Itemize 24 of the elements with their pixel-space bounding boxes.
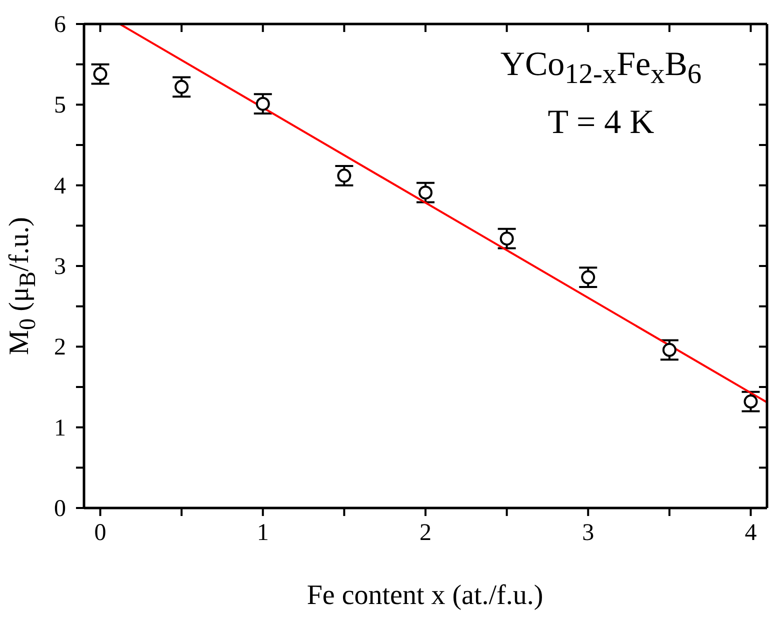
annotation: YCo$_{12-x}$Fe$_{x}$B$_{6}$	[499, 46, 703, 91]
y-tick-label: 2	[54, 334, 66, 361]
y-tick-label: 5	[54, 92, 66, 119]
y-tick-label: 6	[54, 12, 66, 38]
annotation: T = 4 K	[546, 104, 656, 142]
x-tick-label: 4	[744, 520, 757, 546]
y-tick-label: 0	[54, 496, 66, 522]
point	[744, 394, 758, 409]
point	[581, 270, 596, 284]
point	[418, 186, 432, 200]
point	[93, 67, 108, 82]
point	[337, 168, 352, 183]
point	[256, 96, 270, 111]
y-tick-label: 4	[54, 173, 66, 200]
point	[662, 342, 676, 357]
point	[500, 232, 514, 246]
x-tick-label: 1	[256, 520, 269, 546]
x-tick-label: 3	[582, 520, 594, 546]
y-tick-label: 1	[54, 415, 66, 442]
x-tick-label: 0	[94, 520, 106, 546]
y-tick-label: 3	[54, 254, 66, 280]
x-tick-label: 2	[420, 520, 432, 546]
point	[174, 80, 189, 94]
x-axis-title: Fe content x (at./f.u.)	[306, 580, 544, 612]
